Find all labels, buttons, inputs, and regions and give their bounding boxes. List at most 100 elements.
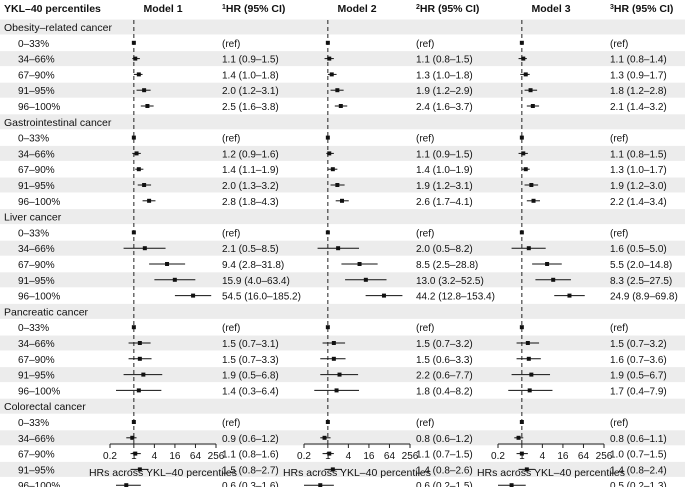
- hr-point: [191, 293, 196, 298]
- hr-text: 1.4 (1.0–1.9): [416, 165, 473, 176]
- row-label: 96–100%: [18, 481, 60, 487]
- x-axis-label: HRs across YKL–40 percentiles: [89, 467, 237, 479]
- row-label: 0–33%: [18, 39, 49, 50]
- group-label: Liver cancer: [4, 212, 62, 224]
- row-label: 91–95%: [18, 371, 55, 382]
- hr-text: 24.9 (8.9–69.8): [610, 292, 678, 303]
- hr-point: [531, 198, 536, 203]
- hr-text: 0.8 (0.6–1.2): [416, 434, 473, 445]
- row-label: 96–100%: [18, 386, 60, 397]
- hr-text: (ref): [222, 418, 240, 429]
- row-stripe: [0, 272, 685, 288]
- hr-text: 1.3 (1.0–1.8): [416, 70, 473, 81]
- hr-text: 2.8 (1.8–4.3): [222, 197, 279, 208]
- x-tick-label: 0.2: [297, 451, 311, 462]
- hr-text: 0.9 (0.6–1.2): [222, 434, 279, 445]
- row-stripe: [0, 19, 685, 35]
- hr-point: [519, 325, 524, 330]
- hr-text: 1.4 (0.8–2.4): [610, 465, 667, 476]
- hr-text: 1.1 (0.8–1.4): [610, 55, 667, 66]
- hr-text: 1.8 (0.4–8.2): [416, 386, 473, 397]
- row-label: 91–95%: [18, 465, 55, 476]
- hr-point: [131, 325, 136, 330]
- hr-text: 1.9 (1.2–2.9): [416, 86, 473, 97]
- hr-text: 1.4 (0.3–6.4): [222, 386, 279, 397]
- x-tick-label: 1: [519, 451, 525, 462]
- hr-point: [327, 56, 332, 61]
- hr-text: (ref): [416, 323, 434, 334]
- x-tick-label: 4: [540, 451, 546, 462]
- hr-text: 2.1 (1.4–3.2): [610, 102, 667, 113]
- hr-point: [137, 467, 142, 472]
- hr-text: 13.0 (3.2–52.5): [416, 276, 484, 287]
- hr-text: 1.3 (0.9–1.7): [610, 70, 667, 81]
- x-tick-label: 4: [346, 451, 352, 462]
- hr-text: 2.0 (1.2–3.1): [222, 86, 279, 97]
- hr-point: [136, 167, 141, 172]
- hr-text: 1.9 (0.5–6.7): [610, 371, 667, 382]
- hr-text: 2.1 (0.5–8.5): [222, 244, 279, 255]
- hr-point: [335, 183, 340, 187]
- hr-text: (ref): [610, 134, 628, 145]
- row-label: 67–90%: [18, 165, 55, 176]
- hr-text: 15.9 (4.0–63.4): [222, 276, 290, 287]
- hr-point: [165, 262, 170, 266]
- group-label: Obesity–related cancer: [4, 22, 112, 34]
- hr-text: 1.4 (1.1–1.9): [222, 165, 279, 176]
- hr-text: 1.5 (0.7–3.1): [222, 339, 279, 350]
- hr-point: [131, 420, 136, 424]
- hr-text: 1.1 (0.8–1.6): [222, 450, 279, 461]
- x-tick-label: 64: [190, 451, 202, 462]
- hr-text: 1.4 (0.8–2.6): [416, 465, 473, 476]
- hr-point: [331, 356, 336, 361]
- hr-point: [131, 135, 136, 140]
- hr-point: [142, 183, 147, 187]
- hr-text: 1.9 (1.2–3.1): [416, 181, 473, 192]
- row-label: 34–66%: [18, 434, 55, 445]
- row-stripe: [0, 145, 685, 161]
- hr-text: 0.8 (0.6–1.1): [610, 434, 667, 445]
- hr-text: 1.5 (0.7–3.2): [416, 339, 473, 350]
- superscript: 2: [416, 4, 420, 11]
- hr-point: [381, 293, 386, 298]
- hr-text: 1.8 (1.2–2.8): [610, 86, 667, 97]
- row-label: 34–66%: [18, 244, 55, 255]
- hr-point: [131, 230, 136, 235]
- superscript: 3: [610, 4, 614, 11]
- hr-text: 54.5 (16.0–185.2): [222, 292, 301, 303]
- hr-text: 8.3 (2.5–27.5): [610, 276, 672, 287]
- x-tick-label: 0.2: [491, 451, 505, 462]
- row-label: 0–33%: [18, 228, 49, 239]
- hr-point: [340, 198, 345, 203]
- hr-text: (ref): [416, 39, 434, 50]
- hr-point: [335, 88, 340, 93]
- hr-point: [567, 293, 572, 298]
- hr-point: [529, 372, 534, 377]
- hr-text: 1.5 (0.6–3.3): [416, 355, 473, 366]
- hr-point: [330, 467, 335, 472]
- hr-point: [325, 230, 330, 235]
- hr-point: [331, 341, 336, 345]
- hr-point: [130, 435, 135, 440]
- hr-point: [338, 104, 343, 108]
- hr-text: 0.6 (0.2–1.5): [416, 481, 473, 487]
- hr-point: [529, 183, 534, 187]
- hr-point: [327, 151, 332, 156]
- x-tick-label: 16: [169, 451, 181, 462]
- hr-text: 2.5 (1.6–3.8): [222, 102, 279, 113]
- row-label: 91–95%: [18, 181, 55, 192]
- hr-point: [318, 483, 323, 487]
- hr-text: (ref): [610, 228, 628, 239]
- hr-text: 0.6 (0.3–1.6): [222, 481, 279, 487]
- hr-text: 2.4 (1.6–3.7): [416, 102, 473, 113]
- row-label: 67–90%: [18, 260, 55, 271]
- hr-text: (ref): [416, 418, 434, 429]
- hr-point: [336, 246, 341, 251]
- hr-point: [136, 388, 141, 393]
- hr-point: [519, 451, 524, 456]
- hr-point: [325, 40, 330, 45]
- hr-point: [337, 372, 342, 377]
- row-label: 67–90%: [18, 450, 55, 461]
- row-stripe: [0, 430, 685, 446]
